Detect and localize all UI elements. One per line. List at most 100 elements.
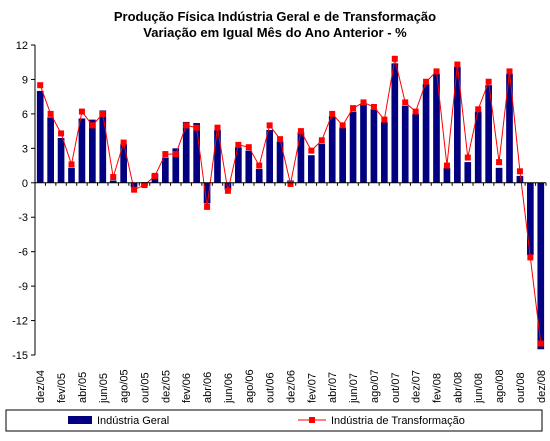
point-industria-transformacao	[287, 180, 294, 187]
point-industria-transformacao	[131, 186, 138, 193]
y-tick-label: 3	[22, 143, 28, 155]
point-industria-transformacao	[120, 139, 127, 146]
bar-industria-geral	[360, 103, 367, 183]
bar-industria-geral	[109, 180, 117, 183]
point-industria-transformacao	[245, 144, 252, 151]
point-industria-transformacao	[516, 168, 523, 175]
y-tick-label: 0	[22, 178, 28, 190]
point-industria-transformacao	[506, 68, 513, 75]
bar-industria-geral	[224, 182, 232, 190]
bar-industria-geral	[370, 109, 378, 183]
point-industria-transformacao	[318, 137, 325, 144]
bar-industria-geral	[78, 118, 86, 183]
bar-industria-geral	[235, 147, 242, 183]
point-industria-transformacao	[475, 106, 482, 113]
bar-industria-geral	[297, 132, 305, 183]
x-tick-label: ago/06	[244, 369, 256, 403]
x-tick-label: fev/08	[432, 373, 444, 403]
point-industria-transformacao	[47, 110, 54, 117]
point-industria-transformacao	[141, 182, 148, 189]
point-industria-transformacao	[110, 174, 117, 181]
point-industria-transformacao	[433, 68, 440, 75]
bar-industria-geral	[130, 182, 138, 188]
legend-frame	[5, 409, 543, 432]
bar-series-industria-geral	[36, 63, 545, 350]
point-industria-transformacao	[485, 78, 492, 85]
x-tick-label: jun/05	[98, 373, 110, 404]
point-industria-transformacao	[172, 151, 179, 158]
x-tick-label: fev/06	[181, 373, 193, 403]
bar-industria-geral	[68, 167, 75, 183]
x-tick-label: out/05	[140, 372, 152, 403]
bar-industria-geral	[339, 127, 346, 183]
point-industria-transformacao	[464, 154, 471, 161]
point-industria-transformacao	[99, 110, 106, 117]
x-tick-label: out/08	[515, 372, 527, 403]
line-industria-transformacao	[39, 58, 542, 344]
bar-industria-geral	[266, 129, 273, 183]
x-tick-label: dez/05	[160, 370, 172, 403]
bar-industria-geral	[172, 148, 180, 183]
legend-marker-industria-transformacao	[309, 417, 315, 423]
legend: Indústria Geral Indústria de Transformaç…	[5, 409, 543, 432]
y-tick-label: 12	[16, 40, 28, 52]
x-tick-label: ago/05	[119, 369, 131, 403]
x-tick-label: fev/07	[306, 373, 318, 403]
point-industria-transformacao	[214, 124, 221, 131]
x-tick-label: jun/08	[473, 373, 485, 404]
bar-industria-geral	[328, 116, 336, 183]
point-industria-transformacao	[412, 108, 419, 115]
point-industria-transformacao	[402, 99, 409, 106]
x-tick-label: out/06	[265, 372, 277, 403]
bar-industria-geral	[464, 162, 472, 183]
y-axis: 12 9 6 3 0 -3 -6 -9 -12 -15	[12, 40, 36, 362]
chart-title: Produção Física Indústria Geral e de Tra…	[114, 9, 436, 24]
point-industria-transformacao	[360, 99, 367, 106]
bar-industria-geral	[527, 182, 534, 256]
point-industria-transformacao	[78, 108, 85, 115]
x-tick-label: abr/07	[327, 372, 339, 403]
x-tick-label: dez/08	[536, 370, 548, 403]
bar-industria-geral	[36, 90, 44, 183]
bar-industria-geral	[214, 129, 221, 183]
point-industria-transformacao	[68, 161, 75, 168]
bar-industria-geral	[454, 66, 461, 183]
point-industria-transformacao	[193, 124, 200, 131]
chart-subtitle: Variação em Igual Mês do Ano Anterior - …	[143, 25, 407, 40]
point-industria-transformacao	[266, 122, 273, 129]
x-tick-label: ago/08	[494, 369, 506, 403]
legend-label-industria-geral: Indústria Geral	[97, 415, 169, 427]
bar-industria-geral	[485, 85, 492, 183]
bar-industria-geral	[401, 105, 409, 183]
legend-label-industria-transformacao: Indústria de Transformação	[331, 415, 465, 427]
point-industria-transformacao	[370, 104, 377, 110]
bar-industria-geral	[422, 84, 430, 183]
bar-industria-geral	[433, 73, 440, 183]
point-industria-transformacao	[391, 55, 398, 62]
bar-industria-geral	[474, 111, 482, 183]
x-tick-label: ago/07	[369, 369, 381, 403]
x-tick-label: dez/07	[411, 370, 423, 403]
point-industria-transformacao	[423, 78, 430, 85]
point-industria-transformacao	[183, 122, 190, 129]
point-industria-transformacao	[277, 136, 284, 143]
bar-industria-geral	[99, 110, 107, 183]
point-industria-transformacao	[37, 82, 44, 89]
x-tick-label: abr/08	[452, 372, 464, 403]
x-tick-label: dez/04	[35, 370, 47, 403]
x-tick-label: abr/05	[77, 372, 89, 403]
bar-industria-geral	[349, 111, 357, 183]
point-industria-transformacao	[381, 116, 388, 123]
y-tick-label: -12	[12, 316, 28, 328]
point-industria-transformacao	[350, 105, 357, 112]
point-industria-transformacao	[58, 130, 65, 137]
point-industria-transformacao	[537, 340, 544, 347]
x-tick-label: out/07	[390, 372, 402, 403]
bar-industria-geral	[412, 113, 419, 183]
bar-industria-geral	[120, 143, 127, 183]
bar-industria-geral	[245, 150, 253, 183]
point-industria-transformacao	[235, 141, 242, 148]
y-tick-label: -15	[12, 350, 28, 362]
legend-swatch-industria-geral	[68, 416, 92, 424]
